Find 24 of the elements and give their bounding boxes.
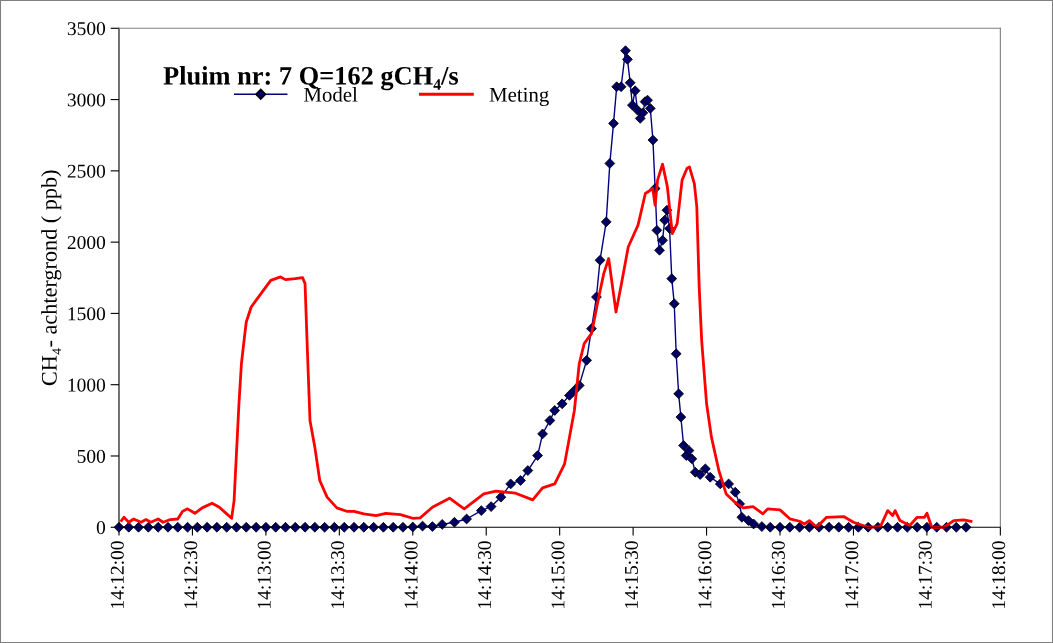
x-tick-label: 14:16:30 [771,541,785,608]
x-tick-label: 14:13:00 [257,541,271,608]
x-tick-label: 14:16:00 [698,541,712,608]
y-tick-label: 1000 [68,378,106,392]
y-tick-label: 3000 [67,93,106,107]
x-tick-label: 14:17:30 [918,541,932,608]
x-tick-label: 14:17:00 [845,541,859,608]
x-tick-label: 14:13:30 [331,541,345,608]
y-tick-label: 0 [96,521,106,535]
y-tick-label: 1500 [68,307,106,321]
x-tick-label: 14:15:00 [551,541,565,608]
x-tick-label: 14:14:30 [477,541,492,608]
x-tick-label: 14:14:00 [404,541,418,608]
y-tick-label: 3500 [67,22,106,36]
legend-label: Model [304,87,358,102]
x-tick-label: 14:18:00 [992,541,1006,608]
y-axis-title: CH₄- achtergrond ( ppb) [41,170,62,386]
y-tick-label: 2500 [67,164,106,178]
y-tick-label: 2000 [67,235,106,250]
legend-label: Meting [489,87,549,107]
x-tick-label: 14:12:30 [184,541,198,608]
x-tick-label: 14:15:30 [624,541,639,608]
y-tick-label: 500 [77,449,106,463]
x-tick-label: 14:12:00 [110,541,124,608]
